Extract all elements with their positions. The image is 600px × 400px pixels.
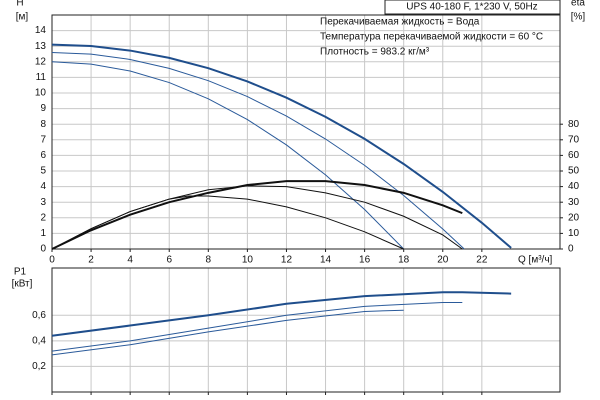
- y-tick-label: 13: [35, 41, 47, 52]
- y2-tick-label: 10: [568, 228, 580, 239]
- y-tick-label: 0,2: [32, 361, 46, 372]
- annotation: Плотность = 983.2 кг/м³: [320, 47, 430, 58]
- y-tick-label: 7: [40, 134, 46, 145]
- curve: [51, 302, 463, 352]
- y-axis-unit: [м]: [16, 12, 29, 23]
- annotation: Перекачиваемая жидкость = Вода: [320, 17, 480, 28]
- x-axis-label: Q [м³/ч]: [518, 255, 553, 266]
- y-tick-label: 6: [40, 150, 46, 161]
- y-tick-label: 8: [40, 119, 46, 130]
- y-tick-label: 1: [40, 228, 46, 239]
- y-tick-label: 10: [35, 88, 47, 99]
- title-box: [384, 0, 561, 15]
- x-tick-label: 8: [206, 255, 212, 266]
- y2-tick-label: 70: [568, 134, 580, 145]
- plot-frame: [51, 267, 561, 393]
- curve: [51, 180, 463, 250]
- curve: [51, 291, 512, 337]
- y2-tick-label: 0: [568, 244, 574, 255]
- y-tick-label: 2: [40, 212, 46, 223]
- y-tick-label: 5: [40, 166, 46, 177]
- curve: [51, 195, 404, 250]
- chart-title: UPS 40-180 F, 1*230 V, 50Hz: [406, 2, 537, 13]
- y-tick-label: 0: [40, 244, 46, 255]
- x-tick-label: 20: [437, 255, 449, 266]
- y-axis-label: P1: [14, 267, 27, 278]
- y2-tick-label: 20: [568, 212, 580, 223]
- y2-axis-label: eta: [571, 0, 585, 9]
- x-tick-label: 18: [398, 255, 410, 266]
- y-tick-label: 0,6: [32, 310, 46, 321]
- curve: [51, 43, 512, 249]
- plot-frame: [51, 14, 561, 250]
- y-tick-label: 0,4: [32, 336, 46, 347]
- y2-tick-label: 50: [568, 166, 580, 177]
- y2-tick-label: 30: [568, 197, 580, 208]
- y2-tick-label: 40: [568, 181, 580, 192]
- x-tick-label: 6: [166, 255, 172, 266]
- x-tick-label: 16: [359, 255, 371, 266]
- y-axis-label: H: [16, 0, 23, 9]
- y-tick-label: 14: [35, 25, 47, 36]
- annotation: Температура перекачиваемой жидкости = 60…: [320, 32, 543, 43]
- y2-tick-label: 80: [568, 119, 580, 130]
- x-tick-label: 22: [476, 255, 488, 266]
- y2-tick-label: 60: [568, 150, 580, 161]
- curve: [51, 51, 465, 250]
- y-tick-label: 3: [40, 197, 46, 208]
- x-tick-label: 2: [88, 255, 94, 266]
- x-tick-label: 10: [242, 255, 254, 266]
- x-tick-label: 4: [127, 255, 133, 266]
- x-tick-label: 12: [281, 255, 293, 266]
- curve: [51, 61, 405, 250]
- x-tick-label: 0: [49, 255, 55, 266]
- curve: [51, 309, 404, 356]
- y-tick-label: 12: [35, 56, 47, 67]
- y-tick-label: 11: [36, 72, 47, 83]
- y-axis-unit: [кВт]: [12, 279, 33, 290]
- y-tick-label: 9: [40, 103, 46, 114]
- y-tick-label: 4: [40, 181, 46, 192]
- y2-axis-unit: [%]: [571, 12, 586, 23]
- x-tick-label: 14: [320, 255, 332, 266]
